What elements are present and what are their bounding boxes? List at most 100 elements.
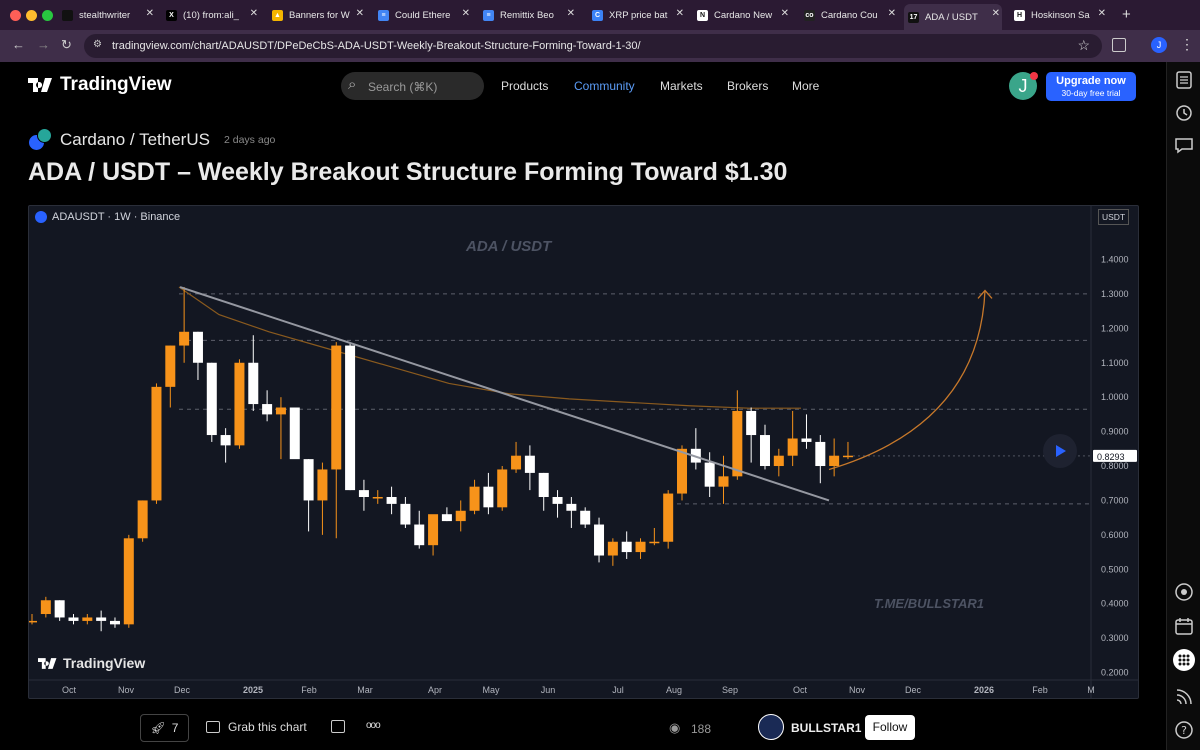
time-tick-label: Aug xyxy=(666,685,682,695)
comment-icon[interactable] xyxy=(331,720,345,733)
candle-body xyxy=(372,496,383,499)
candle-body xyxy=(303,459,314,501)
nav-more[interactable]: More xyxy=(792,79,820,93)
candle-body xyxy=(414,524,425,546)
nav-markets[interactable]: Markets xyxy=(660,79,703,93)
candle-body xyxy=(759,435,770,467)
candle-body xyxy=(179,331,190,346)
browser-tab[interactable]: ≡ Could Ethere ✕ xyxy=(374,4,472,26)
candle-body xyxy=(483,486,494,508)
browser-tab[interactable]: X (10) from:ali_ ✕ xyxy=(162,4,260,26)
candle-body xyxy=(787,438,798,456)
tab-title: XRP price bat xyxy=(609,9,668,21)
tab-title: (10) from:ali_ xyxy=(183,9,239,21)
nav-community[interactable]: Community xyxy=(574,79,635,93)
browser-tab[interactable]: C XRP price bat ✕ xyxy=(588,4,686,26)
candle-body xyxy=(524,455,535,473)
author-name[interactable]: BULLSTAR1 xyxy=(791,721,862,735)
boost-count: 7 xyxy=(171,721,179,735)
post-footer: 🚀︎ 7 Grab this chart ooo ◉ 188 BULLSTAR1… xyxy=(0,702,1166,750)
browser-tab[interactable]: stealthwriter ✕ xyxy=(58,4,156,26)
price-tick-label: 1.3000 xyxy=(1101,289,1129,299)
tab-favicon-icon: ≡ xyxy=(378,9,389,21)
currency-label[interactable]: USDT xyxy=(1098,209,1130,225)
forward-icon[interactable]: → xyxy=(37,37,50,52)
tradingview-logo[interactable]: TradingView xyxy=(28,74,172,96)
extensions-icon[interactable] xyxy=(1112,38,1126,52)
tab-favicon-icon: 17 xyxy=(908,11,919,23)
last-price-tag xyxy=(1093,449,1137,462)
calendar-icon[interactable] xyxy=(1174,616,1194,636)
price-tick-label: 0.2000 xyxy=(1101,668,1129,678)
upgrade-sub: 30-day free trial xyxy=(1061,88,1121,98)
price-tick-label: 0.9000 xyxy=(1101,427,1129,437)
watchlist-icon[interactable] xyxy=(1174,70,1194,90)
tab-close-icon[interactable]: ✕ xyxy=(991,8,1000,19)
symbol-logo-icon xyxy=(28,128,54,152)
candle-body xyxy=(773,455,784,467)
candle-body xyxy=(358,490,369,497)
candle-body xyxy=(594,524,605,556)
candle-body xyxy=(345,345,356,491)
hotlist-icon[interactable] xyxy=(1174,582,1194,602)
nav-brokers[interactable]: Brokers xyxy=(727,79,769,93)
chat-icon[interactable] xyxy=(1174,135,1194,155)
search-input[interactable]: ⌕ Search (⌘K) xyxy=(341,72,484,100)
profile-avatar[interactable]: J xyxy=(1151,37,1167,53)
play-replay-button[interactable] xyxy=(1043,434,1077,468)
candle-body xyxy=(746,410,757,436)
browser-tab[interactable]: N Cardano New ✕ xyxy=(693,4,791,26)
upgrade-label: Upgrade now xyxy=(1056,75,1126,87)
upgrade-button[interactable]: Upgrade now 30-day free trial xyxy=(1046,72,1136,101)
close-window-button[interactable] xyxy=(10,10,21,21)
price-tick-label: 0.7000 xyxy=(1101,495,1129,505)
author-avatar[interactable] xyxy=(758,714,784,740)
new-tab-button[interactable]: + xyxy=(1122,6,1131,23)
back-icon[interactable]: ← xyxy=(12,37,25,52)
browser-tab[interactable]: co Cardano Cou ✕ xyxy=(800,4,898,26)
alerts-icon[interactable] xyxy=(1174,102,1194,122)
ada-logo-icon xyxy=(35,211,47,223)
help-icon[interactable]: ? xyxy=(1174,720,1194,740)
more-options-button[interactable]: ooo xyxy=(366,720,381,731)
browser-menu-icon[interactable]: ⋮ xyxy=(1180,36,1194,52)
reload-icon[interactable]: ↻ xyxy=(61,37,72,52)
browser-tab[interactable]: ≡ Remittix Beo ✕ xyxy=(479,4,577,26)
search-icon: ⌕ xyxy=(348,76,357,93)
candle-body xyxy=(220,435,231,446)
chart-panel[interactable]: ADAUSDT · 1W · Binance USDT 1.4000 1.3000… xyxy=(28,205,1139,699)
tab-close-icon[interactable]: ✕ xyxy=(675,8,684,19)
svg-text:?: ? xyxy=(1181,724,1187,737)
tab-close-icon[interactable]: ✕ xyxy=(249,8,258,19)
grab-chart-button[interactable]: Grab this chart xyxy=(206,720,307,734)
boost-button[interactable]: 🚀︎ 7 xyxy=(140,714,189,742)
tab-close-icon[interactable]: ✕ xyxy=(566,8,575,19)
bookmark-star-icon[interactable]: ☆ xyxy=(1077,37,1090,53)
last-price-label: 0.8293 xyxy=(1097,452,1125,462)
site-info-icon[interactable]: ⚙ xyxy=(93,39,102,50)
post-time: 2 days ago xyxy=(224,134,276,146)
price-tick-label: 0.6000 xyxy=(1101,530,1129,540)
candle-body xyxy=(842,455,853,458)
tab-close-icon[interactable]: ✕ xyxy=(355,8,364,19)
minimize-window-button[interactable] xyxy=(26,10,37,21)
nav-products[interactable]: Products xyxy=(501,79,549,93)
browser-tab[interactable]: 17 ADA / USDT ✕ xyxy=(904,4,1002,30)
candle-body xyxy=(68,617,79,621)
price-chart: 1.4000 1.3000 1.2000 1.1000 1.0000 0.9000 0.80… xyxy=(29,206,1138,698)
feed-icon[interactable] xyxy=(1174,687,1194,707)
symbol-link[interactable]: Cardano / TetherUS xyxy=(60,130,210,149)
tab-close-icon[interactable]: ✕ xyxy=(461,8,470,19)
tab-close-icon[interactable]: ✕ xyxy=(780,8,789,19)
time-tick-label: Nov xyxy=(849,685,866,695)
apps-grid-icon[interactable] xyxy=(1172,648,1196,672)
address-bar[interactable]: ⚙ tradingview.com/chart/ADAUSDT/DPeDeCbS… xyxy=(84,34,1102,58)
tab-close-icon[interactable]: ✕ xyxy=(145,8,154,19)
tab-close-icon[interactable]: ✕ xyxy=(887,8,896,19)
browser-tab[interactable]: ▲ Banners for W ✕ xyxy=(268,4,366,26)
candle-body xyxy=(649,541,660,544)
browser-tab[interactable]: H Hoskinson Sa ✕ xyxy=(1010,4,1108,26)
tab-close-icon[interactable]: ✕ xyxy=(1097,8,1106,19)
follow-button[interactable]: Follow xyxy=(865,715,915,740)
zoom-window-button[interactable] xyxy=(42,10,53,21)
